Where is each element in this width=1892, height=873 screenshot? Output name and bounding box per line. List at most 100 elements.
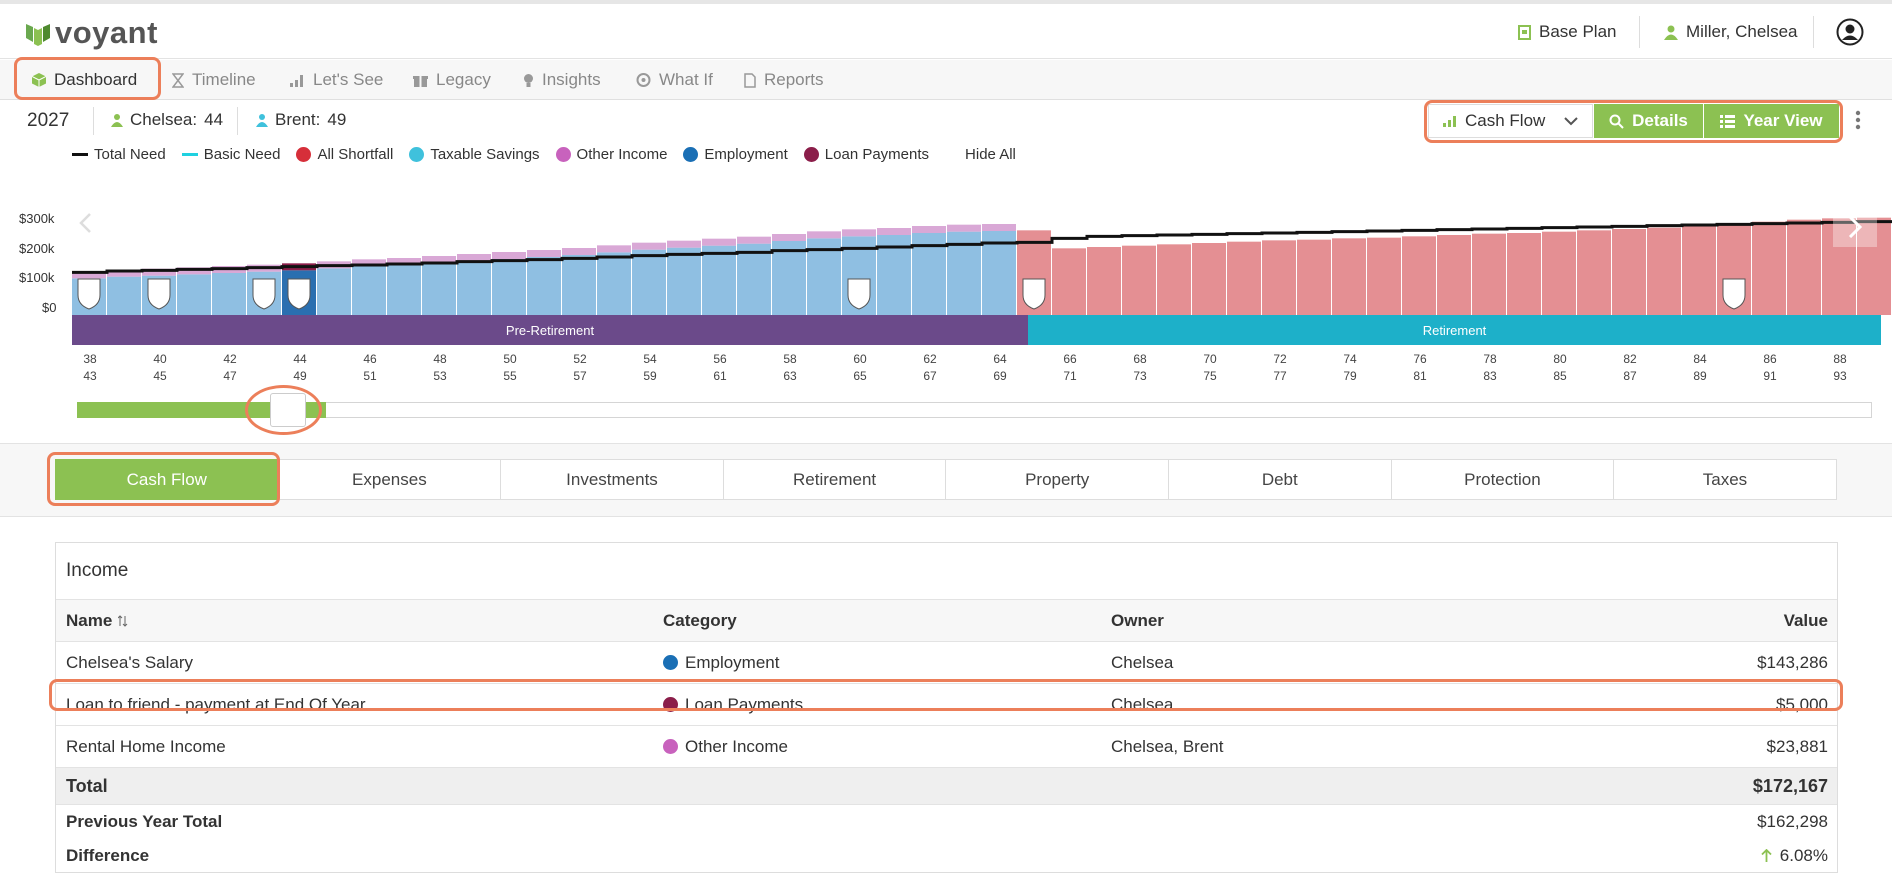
bar-employment[interactable] (107, 276, 141, 315)
bar-shortfall[interactable] (1507, 233, 1541, 315)
bar-other-income[interactable] (142, 268, 176, 276)
bar-employment[interactable] (317, 268, 351, 315)
nav-insights[interactable]: Insights (523, 70, 601, 90)
event-shield-icon[interactable] (287, 278, 311, 310)
more-options-button[interactable] (1855, 110, 1861, 135)
bar-other-income[interactable] (457, 254, 491, 261)
bar-employment[interactable] (737, 243, 771, 315)
nav-what-if[interactable]: What If (636, 70, 713, 90)
bar-shortfall[interactable] (1857, 217, 1891, 315)
bar-shortfall[interactable] (1332, 238, 1366, 315)
bar-shortfall[interactable] (1577, 230, 1611, 315)
bar-other-income[interactable] (422, 256, 456, 263)
column-header-category[interactable]: Category (663, 610, 737, 630)
bar-shortfall[interactable] (1122, 245, 1156, 315)
bar-shortfall[interactable] (1157, 244, 1191, 315)
column-header-owner[interactable]: Owner (1111, 610, 1164, 630)
bar-employment[interactable] (667, 247, 701, 315)
nav-reports[interactable]: Reports (744, 70, 824, 90)
bar-other-income[interactable] (982, 224, 1016, 231)
bar-employment[interactable] (387, 265, 421, 315)
bar-other-income[interactable] (807, 231, 841, 239)
chart-next-button[interactable] (1833, 207, 1877, 247)
subtab-expenses[interactable]: Expenses (277, 459, 502, 500)
event-shield-icon[interactable] (147, 278, 171, 310)
nav-dashboard[interactable]: Dashboard (32, 70, 137, 90)
bar-shortfall[interactable] (1227, 241, 1261, 315)
bar-employment[interactable] (597, 252, 631, 315)
bar-employment[interactable] (177, 274, 211, 315)
event-shield-icon[interactable] (847, 278, 871, 310)
nav-lets-see[interactable]: Let's See (290, 70, 383, 90)
legend-hide-all[interactable]: Hide All (965, 146, 1016, 163)
subtab-investments[interactable]: Investments (500, 459, 724, 500)
bar-other-income[interactable] (352, 259, 386, 267)
bar-shortfall[interactable] (1087, 247, 1121, 315)
bar-shortfall[interactable] (1297, 239, 1331, 315)
bar-employment[interactable] (212, 273, 246, 315)
column-header-value[interactable]: Value (1783, 610, 1828, 630)
bar-other-income[interactable] (702, 238, 736, 246)
bar-employment[interactable] (632, 249, 666, 315)
bar-employment[interactable] (492, 259, 526, 315)
voyant-logo[interactable]: voyant (25, 15, 158, 50)
bar-shortfall[interactable] (1647, 227, 1681, 315)
bar-shortfall[interactable] (1682, 225, 1716, 315)
bar-shortfall[interactable] (1752, 221, 1786, 315)
bar-other-income[interactable] (107, 269, 141, 277)
event-shield-icon[interactable] (1722, 278, 1746, 310)
event-shield-icon[interactable] (77, 278, 101, 310)
account-avatar-button[interactable] (1836, 18, 1864, 51)
subtab-protection[interactable]: Protection (1390, 459, 1615, 500)
table-row[interactable]: Rental Home Income Other Income Chelsea, B… (56, 726, 1837, 768)
bar-employment[interactable] (457, 261, 491, 315)
bar-shortfall[interactable] (1787, 219, 1821, 315)
bar-employment[interactable] (562, 255, 596, 315)
bar-shortfall[interactable] (1192, 243, 1226, 315)
chart-view-select[interactable]: Cash Flow (1428, 104, 1593, 138)
bar-other-income[interactable] (562, 248, 596, 255)
bar-other-income[interactable] (842, 229, 876, 237)
legend-employment[interactable]: Employment (683, 146, 788, 163)
bar-other-income[interactable] (492, 252, 526, 259)
bar-other-income[interactable] (632, 242, 666, 250)
bar-other-income[interactable] (772, 234, 806, 241)
chart-prev-button[interactable] (78, 213, 92, 238)
bar-shortfall[interactable] (1052, 248, 1086, 315)
bar-other-income[interactable] (387, 258, 421, 265)
event-shield-icon[interactable] (1022, 278, 1046, 310)
user-menu-button[interactable]: Miller, Chelsea (1664, 22, 1798, 42)
nav-legacy[interactable]: Legacy (413, 70, 491, 90)
bar-other-income[interactable] (72, 271, 106, 279)
subtab-taxes[interactable]: Taxes (1613, 459, 1837, 500)
details-button[interactable]: Details (1593, 104, 1703, 138)
bar-other-income[interactable] (597, 245, 631, 253)
timeline-slider-track[interactable] (77, 402, 1872, 418)
table-row[interactable]: Chelsea's Salary Employment Chelsea $143,28… (56, 642, 1837, 684)
bar-shortfall[interactable] (1612, 229, 1646, 315)
legend-total-need[interactable]: Total Need (72, 146, 166, 163)
legend-all-shortfall[interactable]: All Shortfall (296, 146, 393, 163)
legend-loan-payments[interactable]: Loan Payments (803, 146, 929, 163)
bar-employment[interactable] (772, 241, 806, 315)
legend-basic-need[interactable]: Basic Need (181, 146, 280, 163)
column-header-name[interactable]: Name (66, 600, 128, 641)
event-shield-icon[interactable] (252, 278, 276, 310)
table-row[interactable]: Loan to friend - payment at End Of Year L… (56, 684, 1837, 726)
bar-employment[interactable] (527, 257, 561, 315)
bar-employment[interactable] (422, 263, 456, 315)
bar-shortfall[interactable] (1822, 218, 1856, 315)
legend-other-income[interactable]: Other Income (555, 146, 667, 163)
bar-other-income[interactable] (527, 250, 561, 257)
phase-pre-retirement[interactable]: Pre-Retirement (72, 315, 1028, 345)
bar-other-income[interactable] (667, 240, 701, 248)
bar-shortfall[interactable] (1437, 235, 1471, 315)
cash-flow-chart[interactable] (0, 205, 1892, 315)
bar-employment[interactable] (982, 231, 1016, 315)
phase-retirement[interactable]: Retirement (1028, 315, 1881, 345)
nav-timeline[interactable]: Timeline (172, 70, 256, 90)
bar-shortfall[interactable] (1262, 240, 1296, 315)
bar-shortfall[interactable] (1367, 237, 1401, 315)
bar-other-income[interactable] (912, 226, 946, 233)
base-plan-button[interactable]: Base Plan (1518, 22, 1617, 42)
